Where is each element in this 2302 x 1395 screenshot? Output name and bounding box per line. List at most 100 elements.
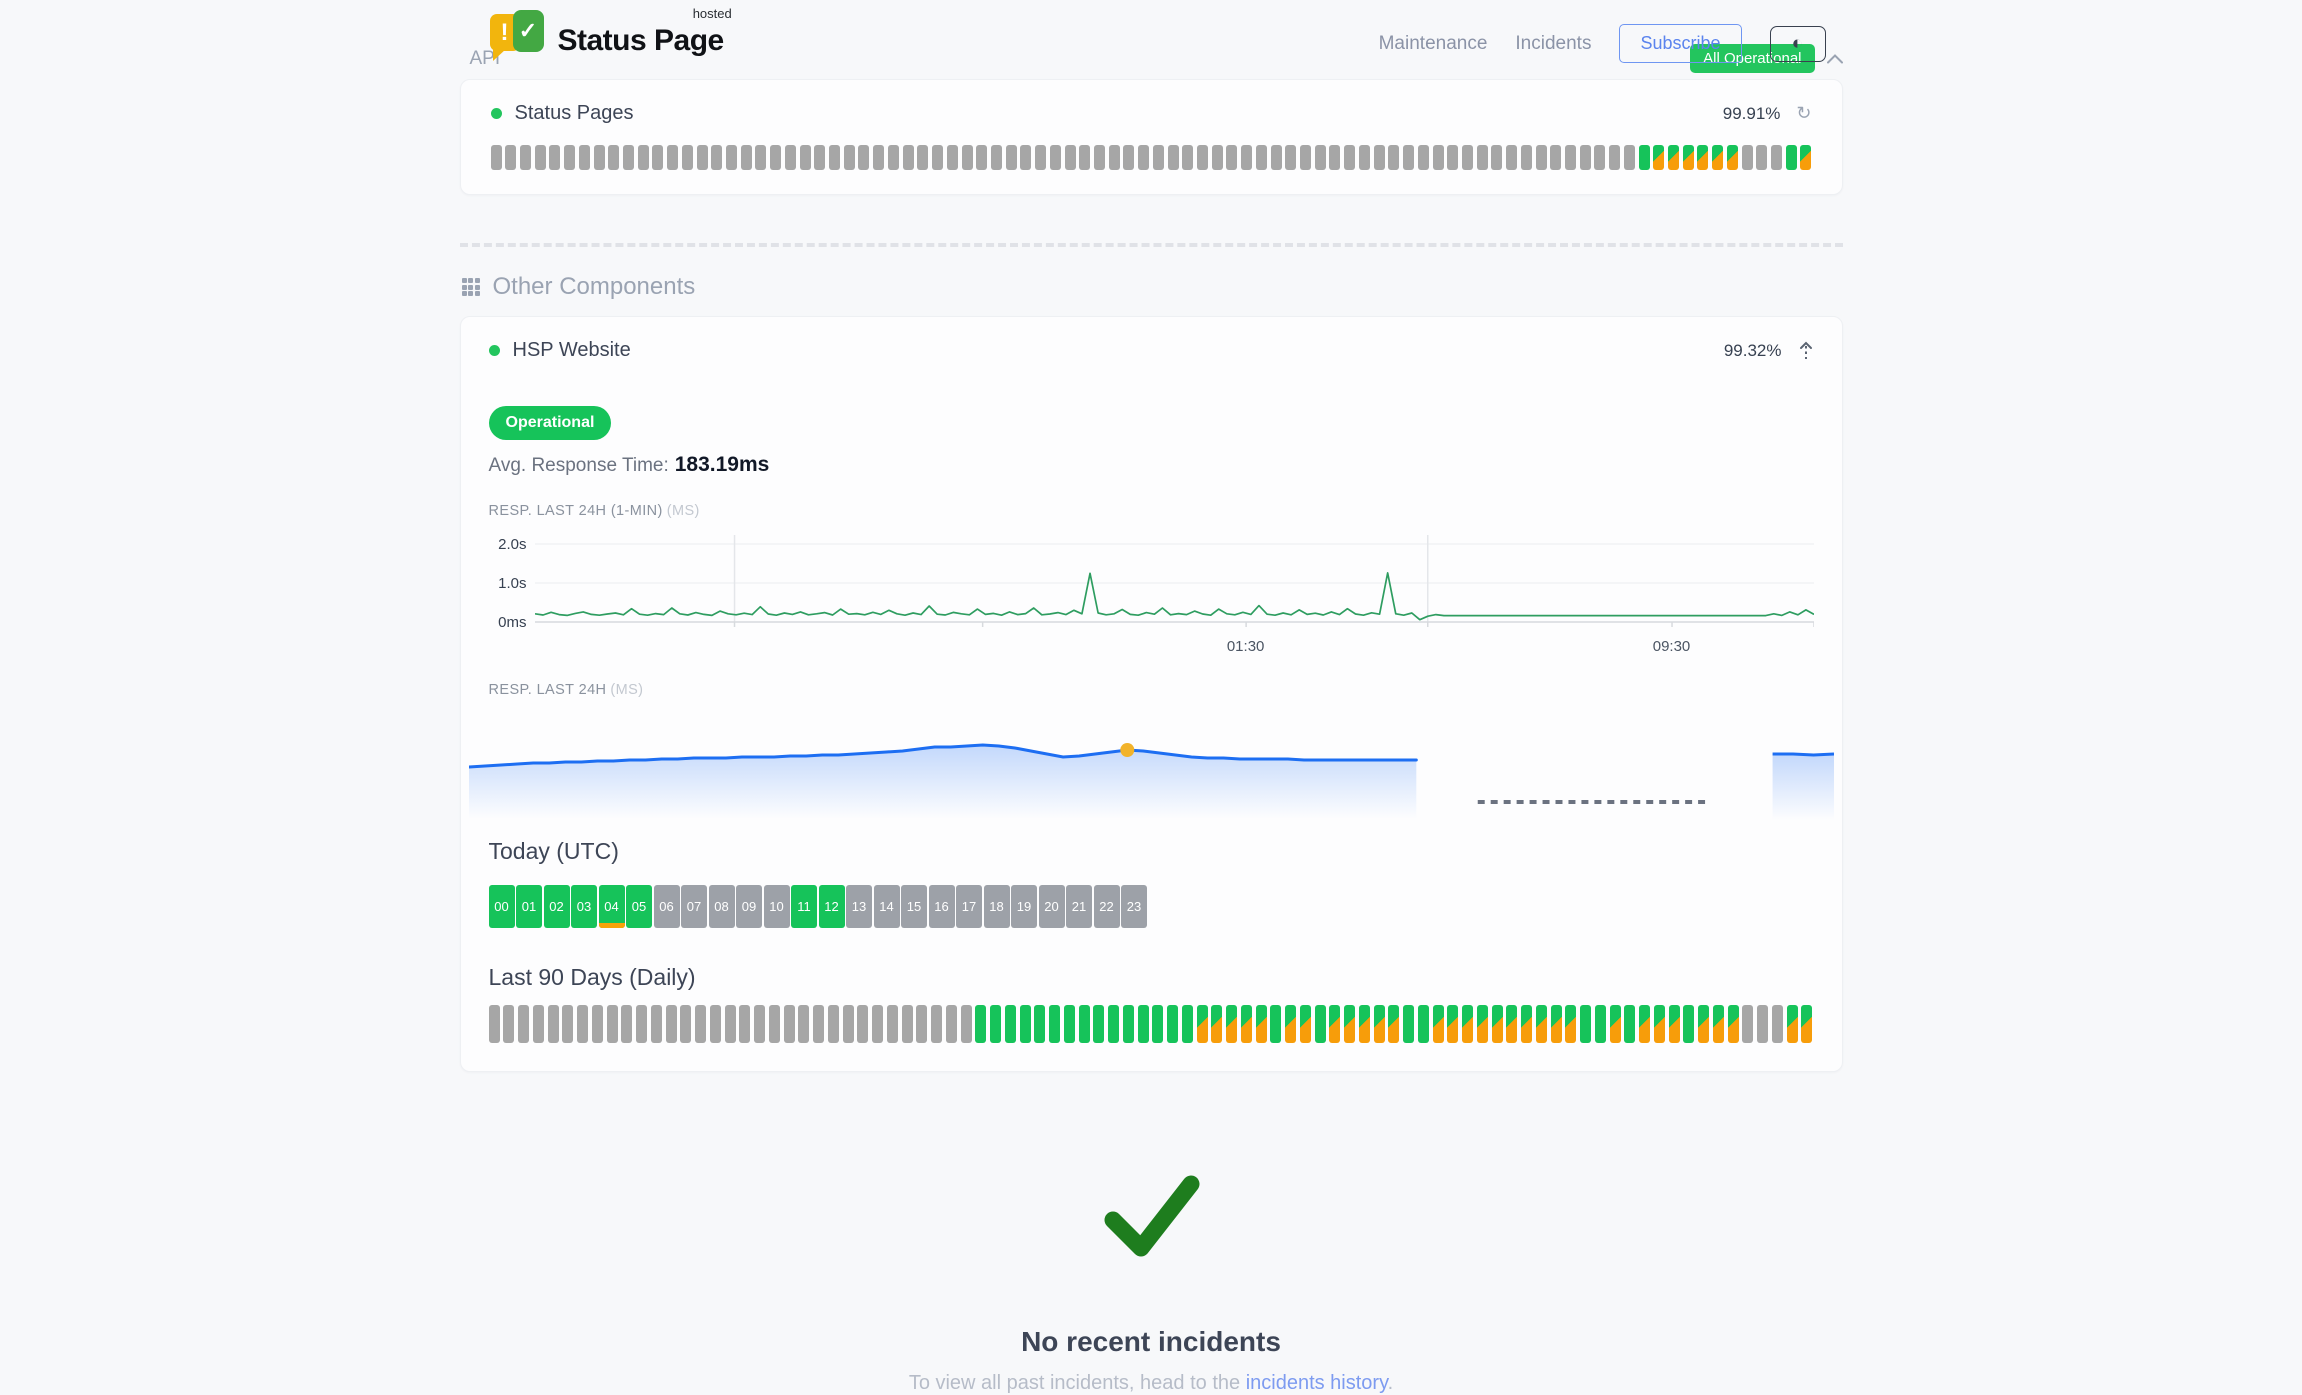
uptime-bar-nodata[interactable] <box>547 1005 559 1043</box>
uptime-bar-up[interactable] <box>990 1005 1001 1043</box>
incidents-history-link[interactable]: incidents history <box>1245 1372 1388 1394</box>
uptime-bar-nodata[interactable] <box>1623 145 1635 170</box>
uptime-bar-nodata[interactable] <box>1035 145 1047 170</box>
uptime-bar-mixed[interactable] <box>1653 1005 1665 1043</box>
uptime-bar-up[interactable] <box>1093 1005 1105 1043</box>
collapse-arrow-icon[interactable] <box>1798 341 1814 361</box>
uptime-bar-nodata[interactable] <box>1093 145 1105 170</box>
uptime-bar-nodata[interactable] <box>932 145 944 170</box>
uptime-bar-nodata[interactable] <box>901 1005 913 1043</box>
hour-block-02[interactable]: 02 <box>543 885 570 928</box>
uptime-bar-nodata[interactable] <box>650 1005 662 1043</box>
uptime-bar-nodata[interactable] <box>1211 145 1223 170</box>
uptime-bar-up[interactable] <box>1019 1005 1031 1043</box>
uptime-bar-nodata[interactable] <box>814 145 826 170</box>
uptime-bar-nodata[interactable] <box>755 145 767 170</box>
uptime-bar-nodata[interactable] <box>770 145 782 170</box>
hour-block-16[interactable]: 16 <box>928 885 955 928</box>
uptime-bar-nodata[interactable] <box>740 145 752 170</box>
uptime-bar-nodata[interactable] <box>961 145 973 170</box>
uptime-bar-mixed[interactable] <box>1609 1005 1621 1043</box>
uptime-bar-nodata[interactable] <box>1152 145 1164 170</box>
uptime-bar-mixed[interactable] <box>1373 1005 1385 1043</box>
uptime-bar-nodata[interactable] <box>798 1005 810 1043</box>
uptime-bar-nodata[interactable] <box>1756 145 1768 170</box>
uptime-bar-nodata[interactable] <box>754 1005 765 1043</box>
uptime-bar-nodata[interactable] <box>1226 145 1238 170</box>
uptime-bar-nodata[interactable] <box>739 1005 751 1043</box>
hour-block-04[interactable]: 04 <box>598 885 625 928</box>
uptime-bar-up[interactable] <box>1063 1005 1075 1043</box>
uptime-bar-nodata[interactable] <box>872 1005 883 1043</box>
uptime-bar-up[interactable] <box>1137 1005 1149 1043</box>
uptime-bar-nodata[interactable] <box>1417 145 1429 170</box>
uptime-bar-nodata[interactable] <box>1579 145 1591 170</box>
hour-block-14[interactable]: 14 <box>873 885 900 928</box>
nav-incidents[interactable]: Incidents <box>1515 32 1592 54</box>
uptime-bar-mixed[interactable] <box>1550 1005 1562 1043</box>
uptime-bar-nodata[interactable] <box>724 1005 736 1043</box>
uptime-bar-nodata[interactable] <box>1255 145 1267 170</box>
uptime-bar-nodata[interactable] <box>1005 145 1017 170</box>
uptime-bar-nodata[interactable] <box>946 145 958 170</box>
uptime-bar-mixed[interactable] <box>1226 1005 1237 1043</box>
uptime-bar-nodata[interactable] <box>709 1005 721 1043</box>
uptime-bar-nodata[interactable] <box>681 145 693 170</box>
uptime-bar-nodata[interactable] <box>945 1005 957 1043</box>
uptime-bar-nodata[interactable] <box>518 1005 529 1043</box>
hour-block-21[interactable]: 21 <box>1066 885 1092 928</box>
uptime-bar-mixed[interactable] <box>1800 145 1812 170</box>
uptime-bar-nodata[interactable] <box>886 1005 898 1043</box>
uptime-bar-nodata[interactable] <box>549 145 561 170</box>
brand-logo[interactable]: ! ✓ hosted Status Page <box>489 6 732 61</box>
uptime-bar-nodata[interactable] <box>784 145 796 170</box>
uptime-bar-nodata[interactable] <box>1447 145 1459 170</box>
uptime-bar-up[interactable] <box>1004 1005 1016 1043</box>
hour-block-00[interactable]: 00 <box>488 885 515 928</box>
hour-block-08[interactable]: 08 <box>708 885 735 928</box>
uptime-bar-mixed[interactable] <box>1727 1005 1739 1043</box>
uptime-bar-nodata[interactable] <box>1167 145 1179 170</box>
uptime-bar-nodata[interactable] <box>593 145 605 170</box>
uptime-bar-nodata[interactable] <box>591 1005 603 1043</box>
uptime-bar-nodata[interactable] <box>680 1005 692 1043</box>
uptime-bar-mixed[interactable] <box>1240 1005 1252 1043</box>
uptime-bar-nodata[interactable] <box>1064 145 1076 170</box>
uptime-bar-nodata[interactable] <box>503 1005 515 1043</box>
uptime-bar-nodata[interactable] <box>1020 145 1032 170</box>
uptime-bar-nodata[interactable] <box>667 145 679 170</box>
hour-block-19[interactable]: 19 <box>1011 885 1037 928</box>
uptime-bar-nodata[interactable] <box>1771 1005 1783 1043</box>
uptime-bar-nodata[interactable] <box>1741 145 1753 170</box>
uptime-bar-mixed[interactable] <box>1668 145 1679 170</box>
hour-block-10[interactable]: 10 <box>763 885 790 928</box>
uptime-bar-nodata[interactable] <box>917 145 929 170</box>
uptime-bar-nodata[interactable] <box>858 145 870 170</box>
uptime-bar-nodata[interactable] <box>1358 145 1370 170</box>
uptime-bar-nodata[interactable] <box>1757 1005 1768 1043</box>
uptime-bar-mixed[interactable] <box>1712 145 1724 170</box>
uptime-bar-nodata[interactable] <box>1550 145 1562 170</box>
uptime-bar-nodata[interactable] <box>1344 145 1356 170</box>
hour-block-05[interactable]: 05 <box>626 885 652 928</box>
uptime-bar-nodata[interactable] <box>1329 145 1341 170</box>
uptime-bar-nodata[interactable] <box>1049 145 1061 170</box>
uptime-bar-nodata[interactable] <box>1241 145 1253 170</box>
uptime-bar-mixed[interactable] <box>1653 145 1665 170</box>
uptime-bar-nodata[interactable] <box>1742 1005 1754 1043</box>
uptime-bar-nodata[interactable] <box>519 145 531 170</box>
uptime-bar-mixed[interactable] <box>1447 1005 1459 1043</box>
uptime-bar-up[interactable] <box>975 1005 987 1043</box>
uptime-bar-nodata[interactable] <box>1771 145 1783 170</box>
uptime-bar-mixed[interactable] <box>1196 1005 1208 1043</box>
uptime-bar-mixed[interactable] <box>1801 1005 1813 1043</box>
uptime-bar-up[interactable] <box>1049 1005 1060 1043</box>
uptime-bar-nodata[interactable] <box>1314 145 1326 170</box>
uptime-bar-mixed[interactable] <box>1565 1005 1577 1043</box>
uptime-bar-nodata[interactable] <box>857 1005 869 1043</box>
uptime-bar-nodata[interactable] <box>1197 145 1208 170</box>
uptime-bar-nodata[interactable] <box>931 1005 942 1043</box>
refresh-icon[interactable]: ↻ <box>1796 103 1812 123</box>
uptime-bar-nodata[interactable] <box>916 1005 928 1043</box>
uptime-bar-mixed[interactable] <box>1388 1005 1400 1043</box>
